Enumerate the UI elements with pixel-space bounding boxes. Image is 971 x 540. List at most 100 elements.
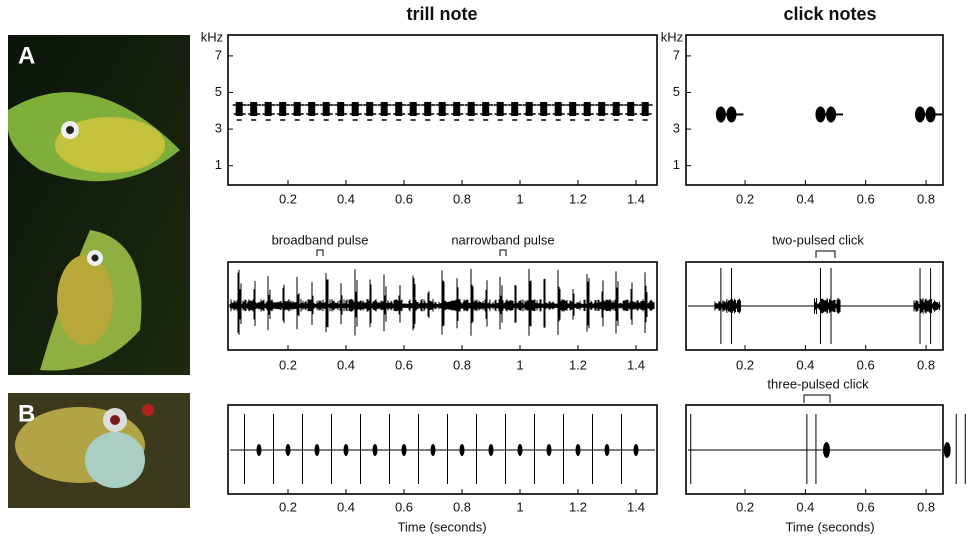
photo-a bbox=[8, 35, 190, 375]
axis-unit: kHz bbox=[661, 29, 683, 44]
annotation: broadband pulse bbox=[272, 232, 369, 247]
spectro-streak bbox=[508, 104, 523, 121]
x-tick-label: 0.4 bbox=[796, 499, 814, 514]
pulse-dot bbox=[943, 442, 951, 458]
photo-b bbox=[8, 393, 190, 508]
spectro-blob bbox=[337, 101, 345, 116]
spectro-streak bbox=[493, 104, 508, 121]
spectro-blob bbox=[279, 101, 287, 116]
x-tick-label: 0.6 bbox=[857, 499, 875, 514]
y-tick-label: 1 bbox=[215, 157, 222, 172]
waveform-box bbox=[685, 404, 944, 495]
annotation: narrowband pulse bbox=[451, 232, 554, 247]
x-tick-label: 1.2 bbox=[569, 499, 587, 514]
y-tick-label: 3 bbox=[215, 121, 222, 136]
spectro-blob bbox=[554, 101, 562, 116]
x-tick-label: 1 bbox=[516, 191, 523, 206]
spectro-blob bbox=[482, 101, 490, 116]
spectro-blob bbox=[569, 101, 577, 116]
spectro-streak bbox=[638, 104, 653, 121]
spectro-blob bbox=[250, 101, 258, 116]
spectro-streak bbox=[479, 104, 494, 121]
x-tick-label: 0.8 bbox=[453, 357, 471, 372]
x-tick-label: 0.4 bbox=[796, 357, 814, 372]
x-tick-label: 0.4 bbox=[337, 357, 355, 372]
spectro-blob bbox=[438, 101, 446, 116]
spectro-streak bbox=[319, 104, 334, 121]
spectro-blob bbox=[409, 101, 417, 116]
spectro-streak bbox=[290, 104, 305, 121]
spectro-streak bbox=[624, 104, 639, 121]
spectro-streak bbox=[435, 104, 450, 121]
x-tick-label: 0.2 bbox=[736, 357, 754, 372]
x-tick-label: 0.8 bbox=[453, 191, 471, 206]
spectro-streak bbox=[551, 104, 566, 121]
x-tick-label: 0.6 bbox=[857, 191, 875, 206]
spectro-streak bbox=[247, 104, 262, 121]
x-tick-label: 0.8 bbox=[917, 191, 935, 206]
spectro-blob bbox=[525, 101, 533, 116]
panel-label: A bbox=[18, 42, 35, 69]
x-tick-label: 0.2 bbox=[279, 191, 297, 206]
spectro-streak bbox=[305, 104, 320, 121]
spectro-blob bbox=[583, 101, 591, 116]
x-tick-label: 1 bbox=[516, 357, 523, 372]
spectro-blob bbox=[424, 101, 432, 116]
spectro-streak bbox=[464, 104, 479, 121]
x-tick-label: 0.6 bbox=[395, 191, 413, 206]
spectro-streak bbox=[363, 104, 378, 121]
spectro-streak bbox=[609, 104, 624, 121]
spectro-streak bbox=[566, 104, 581, 121]
x-tick-label: 1 bbox=[516, 499, 523, 514]
column-title: trill note bbox=[407, 4, 478, 24]
x-tick-label: 0.4 bbox=[796, 191, 814, 206]
waveform bbox=[229, 268, 655, 336]
x-tick-label: 0.2 bbox=[279, 357, 297, 372]
x-tick-label: 0.4 bbox=[337, 499, 355, 514]
spectro-blob bbox=[453, 101, 461, 116]
waveform bbox=[230, 414, 655, 484]
spectro-streak bbox=[537, 104, 552, 121]
waveform-box bbox=[227, 261, 658, 351]
x-tick-label: 0.6 bbox=[395, 357, 413, 372]
axis-unit: kHz bbox=[201, 29, 223, 44]
spectro-blob bbox=[264, 101, 272, 116]
spectro-blob bbox=[540, 101, 548, 116]
spectro-blob bbox=[612, 101, 620, 116]
spectro-blob bbox=[467, 101, 475, 116]
spectro-streak bbox=[334, 104, 349, 121]
x-tick-label: 1.4 bbox=[627, 357, 645, 372]
annotation: three-pulsed click bbox=[767, 376, 869, 391]
bracket bbox=[803, 394, 831, 403]
x-tick-label: 0.2 bbox=[736, 191, 754, 206]
spectro-streak bbox=[595, 104, 610, 121]
spectro-streak bbox=[450, 104, 465, 121]
spectrogram-box bbox=[227, 34, 658, 186]
spectrogram-box bbox=[685, 34, 944, 186]
x-tick-label: 0.8 bbox=[917, 357, 935, 372]
x-tick-label: 1.4 bbox=[627, 191, 645, 206]
x-tick-label: 0.4 bbox=[337, 191, 355, 206]
waveform bbox=[688, 414, 966, 484]
spectro-blob bbox=[308, 101, 316, 116]
spectro-streak bbox=[406, 104, 421, 121]
spectro-blob bbox=[511, 101, 519, 116]
x-axis-label: Time (seconds) bbox=[785, 519, 874, 534]
waveform-box bbox=[227, 404, 658, 495]
panel-label: B bbox=[18, 400, 35, 427]
spectro-streak bbox=[276, 104, 291, 121]
spectro-streak bbox=[580, 104, 595, 121]
x-tick-label: 0.8 bbox=[453, 499, 471, 514]
y-tick-label: 1 bbox=[673, 157, 680, 172]
spectro-blob bbox=[641, 101, 649, 116]
bracket bbox=[815, 250, 836, 258]
spectro-blob bbox=[351, 101, 359, 116]
x-tick-label: 0.6 bbox=[857, 357, 875, 372]
pulse-dot bbox=[822, 442, 830, 458]
spectro-blob bbox=[293, 101, 301, 116]
y-tick-label: 7 bbox=[673, 47, 680, 62]
x-tick-label: 0.2 bbox=[736, 499, 754, 514]
spectro-blob bbox=[627, 101, 635, 116]
spectro-streak bbox=[522, 104, 537, 121]
spectro-blob bbox=[322, 101, 330, 116]
